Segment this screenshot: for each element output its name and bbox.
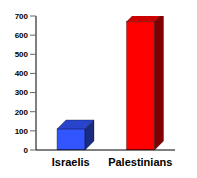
- svg-text:700: 700: [15, 12, 29, 21]
- svg-text:0: 0: [24, 146, 29, 155]
- svg-text:200: 200: [15, 108, 29, 117]
- svg-text:600: 600: [15, 31, 29, 40]
- svg-text:400: 400: [15, 69, 29, 78]
- svg-text:500: 500: [15, 50, 29, 59]
- svg-text:Palestinians: Palestinians: [108, 156, 172, 168]
- svg-text:100: 100: [15, 127, 29, 136]
- svg-text:Israelis: Israelis: [52, 156, 90, 168]
- svg-text:300: 300: [15, 88, 29, 97]
